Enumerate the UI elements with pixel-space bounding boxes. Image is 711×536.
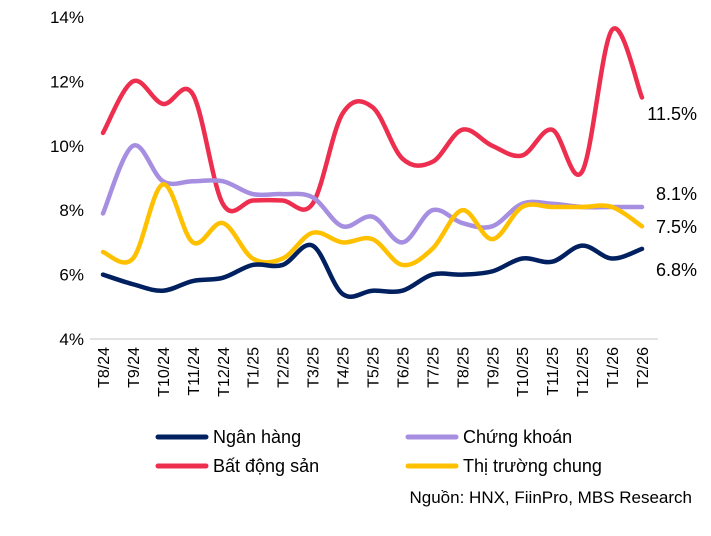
y-tick-label: 6%: [59, 266, 84, 285]
source-note: Nguồn: HNX, FiinPro, MBS Research: [410, 488, 693, 507]
x-tick-label: T12/25: [575, 347, 592, 397]
y-tick-label: 12%: [50, 72, 84, 91]
x-tick-label: T9/24: [126, 347, 143, 388]
x-tick-label: T2/25: [276, 347, 293, 388]
end-value-label: 8.1%: [656, 184, 697, 204]
end-value-label: 11.5%: [647, 104, 697, 124]
series-line-0: [100, 242, 645, 299]
y-tick-label: 10%: [50, 137, 84, 156]
legend-label: Bất động sản: [213, 456, 319, 476]
x-tick-label: T8/24: [96, 347, 113, 388]
x-tick-label: T12/24: [216, 347, 233, 397]
legend-label: Ngân hàng: [213, 427, 301, 447]
y-tick-label: 8%: [59, 201, 84, 220]
y-tick-label: 14%: [50, 8, 84, 27]
legend-label: Chứng khoán: [463, 427, 572, 447]
x-tick-label: T6/25: [395, 347, 412, 388]
x-tick-label: T7/25: [425, 347, 442, 388]
x-tick-label: T3/25: [306, 347, 323, 388]
end-value-label: 6.8%: [656, 260, 697, 280]
x-tick-label: T9/25: [485, 347, 502, 388]
x-tick-label: T2/26: [635, 347, 652, 388]
x-tick-label: T11/25: [545, 347, 562, 396]
x-tick-label: T4/25: [336, 347, 353, 388]
x-tick-label: T1/25: [246, 347, 263, 388]
x-tick-label: T11/24: [186, 347, 203, 396]
x-tick-label: T5/25: [366, 347, 383, 388]
y-tick-label: 4%: [59, 330, 84, 349]
x-tick-label: T10/25: [515, 347, 532, 397]
end-value-label: 7.5%: [656, 217, 697, 237]
x-tick-label: T1/26: [605, 347, 622, 388]
x-tick-label: T10/24: [156, 347, 173, 397]
series-line-2: [100, 26, 645, 214]
legend-label: Thị trường chung: [463, 456, 602, 476]
x-tick-label: T8/25: [455, 347, 472, 388]
series-line-3: [100, 182, 645, 268]
